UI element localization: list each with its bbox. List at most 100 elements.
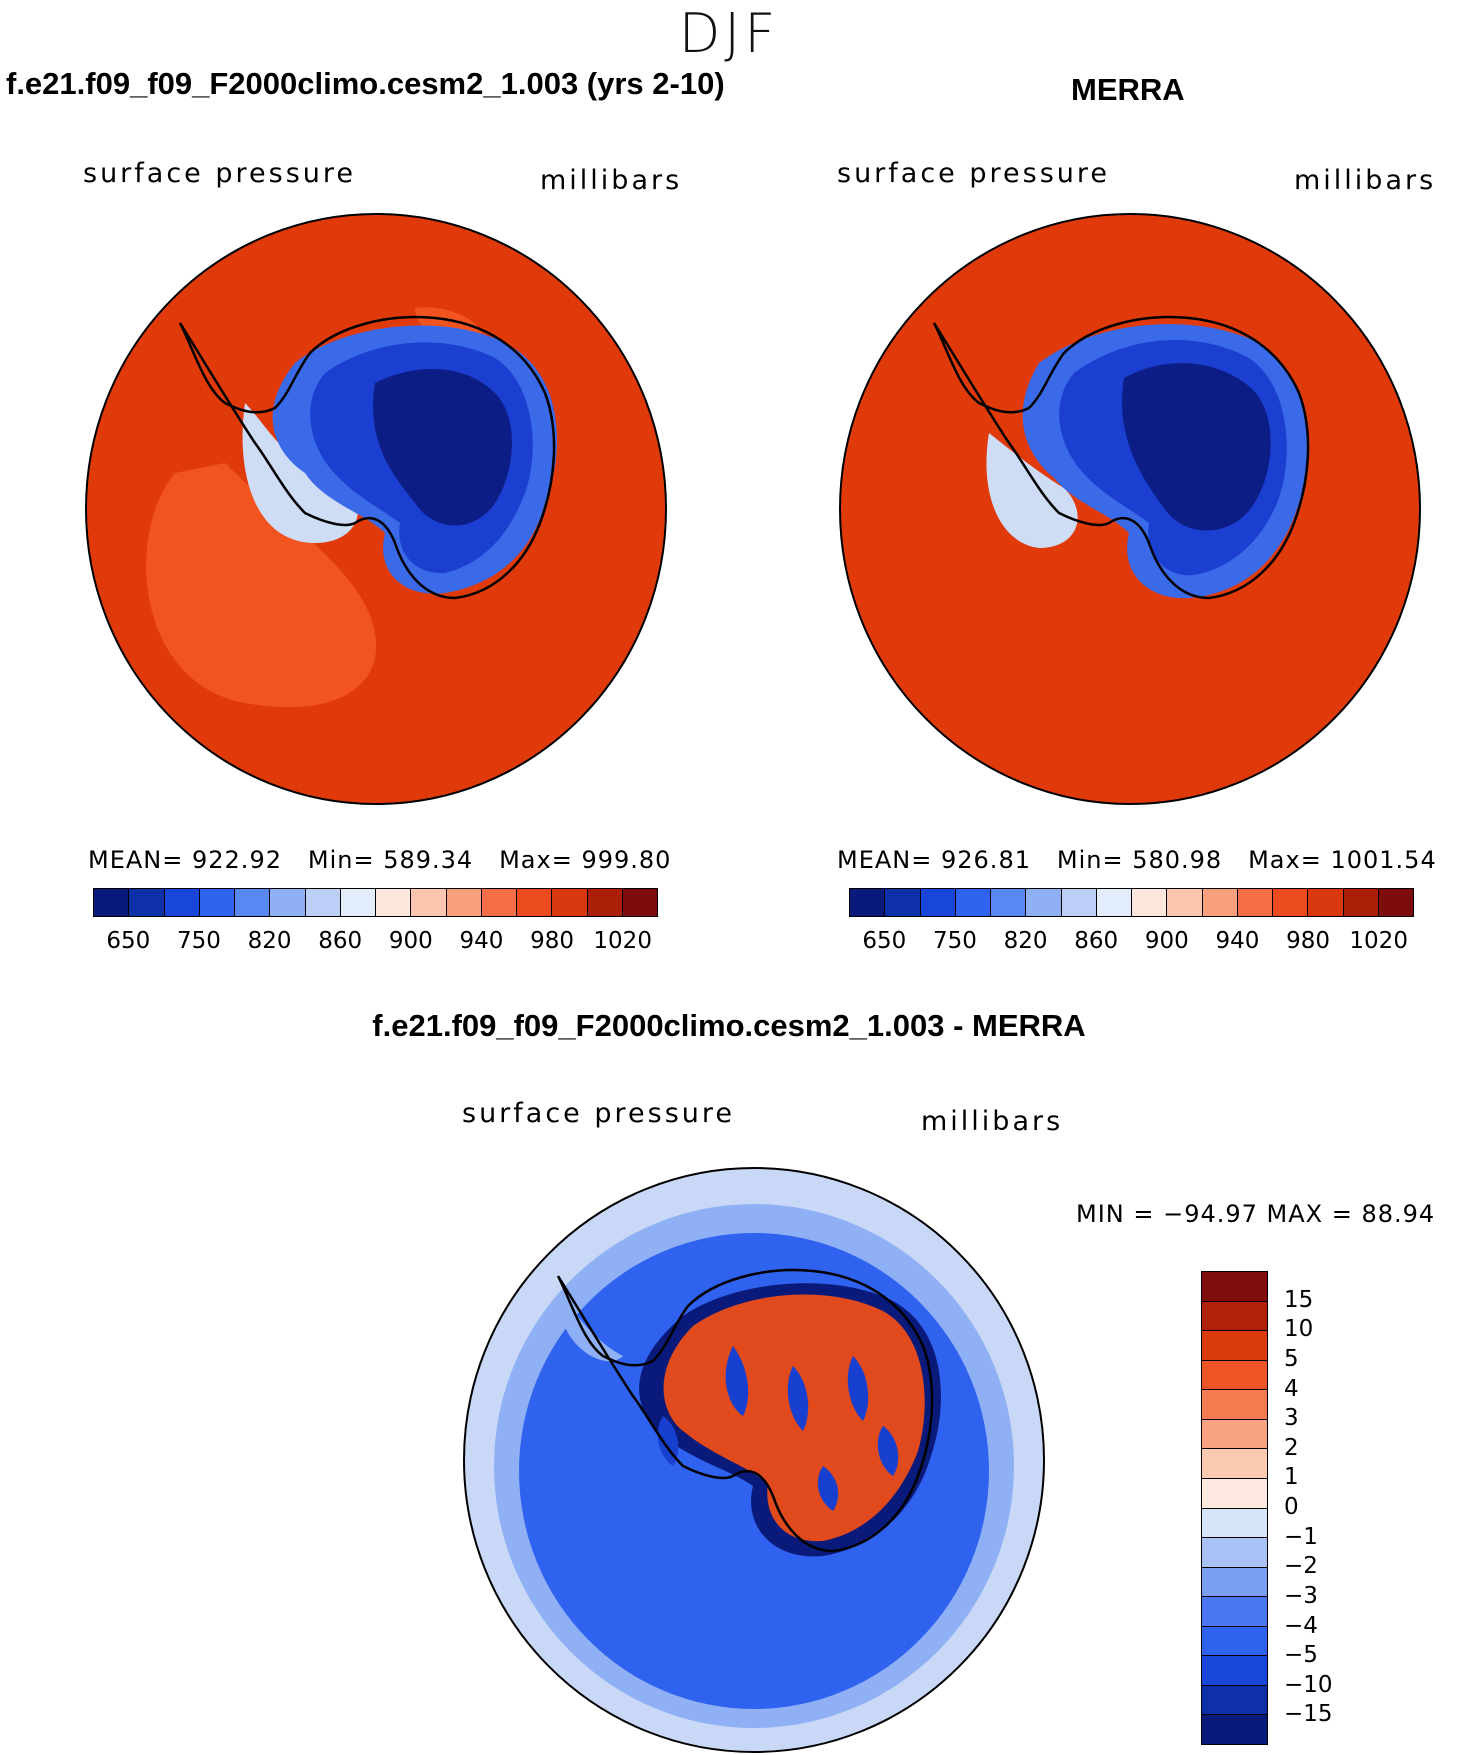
- colorbar-obs-labels: 650 750 820 860 900 940 980 1020: [849, 928, 1414, 958]
- mean-value: 926.81: [941, 846, 1031, 874]
- colorbar-swatch: [235, 889, 271, 916]
- map-region: [847, 1356, 869, 1421]
- colorbar-swatch: [129, 889, 165, 916]
- colorbar-swatch: [955, 889, 991, 916]
- colorbar-swatch: [1167, 889, 1203, 916]
- colorbar-swatch: [270, 889, 306, 916]
- colorbar-swatch: [920, 889, 956, 916]
- colorbar-swatch: [1202, 1419, 1267, 1450]
- min-value: 589.34: [383, 846, 474, 874]
- min-label: Min=: [1056, 846, 1124, 874]
- map-region: [242, 403, 358, 543]
- colorbar-tick-label: −10: [1284, 1671, 1333, 1698]
- mean-label: MEAN=: [837, 846, 933, 874]
- min-value: 580.98: [1132, 846, 1223, 874]
- colorbar-swatch: [1202, 1272, 1267, 1302]
- colorbar-tick-label: −5: [1284, 1642, 1318, 1669]
- colorbar-swatch: [1202, 1656, 1267, 1686]
- panel-obs-units: millibars: [1294, 165, 1437, 196]
- colorbar-swatch: [1202, 1478, 1267, 1509]
- diff-panel-variable: surface pressure: [462, 1098, 735, 1129]
- map-difference-surface-pressure: [463, 1167, 1045, 1753]
- max-value: 1001.54: [1330, 846, 1437, 874]
- colorbar-swatch: [1202, 1508, 1267, 1539]
- colorbar-tick-label: 980: [530, 928, 575, 954]
- max-value: 999.80: [581, 846, 672, 874]
- colorbar-tick-label: 1020: [1349, 928, 1408, 954]
- colorbar-swatch: [1202, 1449, 1267, 1479]
- colorbar-swatch: [1202, 1390, 1267, 1420]
- colorbar-tick-label: 5: [1284, 1345, 1299, 1372]
- colorbar-tick-label: 10: [1284, 1316, 1314, 1343]
- colorbar-swatch: [446, 889, 482, 916]
- colorbar-swatch: [1343, 889, 1379, 916]
- map-model-surface-pressure: [85, 213, 667, 805]
- colorbar-swatch: [305, 889, 341, 916]
- colorbar-swatch: [481, 889, 517, 916]
- colorbar-tick-label: 820: [247, 928, 292, 954]
- colorbar-swatch: [517, 889, 553, 916]
- colorbar-swatch: [1202, 1331, 1267, 1361]
- mean-value: 922.92: [192, 846, 282, 874]
- map-region: [817, 1466, 839, 1511]
- colorbar-tick-label: 820: [1003, 928, 1048, 954]
- colorbar-model-labels: 650 750 820 860 900 940 980 1020: [93, 928, 658, 958]
- map-region: [787, 1366, 809, 1431]
- colorbar-tick-label: 4: [1284, 1375, 1299, 1402]
- panel-obs-variable: surface pressure: [837, 158, 1110, 189]
- colorbar-swatch: [1273, 889, 1309, 916]
- colorbar-tick-label: −1: [1284, 1523, 1318, 1550]
- colorbar-swatch: [94, 889, 130, 916]
- diff-panel-units: millibars: [921, 1106, 1064, 1137]
- panel-model-title: f.e21.f09_f09_F2000climo.cesm2_1.003 (yr…: [6, 66, 725, 101]
- colorbar-difference: [1201, 1271, 1268, 1745]
- panel-model-variable: surface pressure: [83, 158, 356, 189]
- colorbar-tick-label: 940: [1215, 928, 1260, 954]
- panel-model-units: millibars: [540, 165, 683, 196]
- diff-minmax: MIN = −94.97 MAX = 88.94: [1076, 1200, 1436, 1228]
- mean-label: MEAN=: [88, 846, 184, 874]
- colorbar-swatch: [1061, 889, 1097, 916]
- colorbar-swatch: [340, 889, 376, 916]
- colorbar-swatch: [199, 889, 235, 916]
- colorbar-swatch: [1202, 1360, 1267, 1391]
- colorbar-tick-label: −15: [1284, 1701, 1333, 1728]
- colorbar-swatch: [1202, 1301, 1267, 1332]
- map-region: [986, 433, 1078, 548]
- colorbar-swatch: [991, 889, 1027, 916]
- colorbar-swatch: [1308, 889, 1344, 916]
- panel-model-stats: MEAN= 922.92 Min= 589.34 Max= 999.80: [88, 846, 671, 874]
- season-title: DJF: [678, 2, 780, 65]
- diff-panel-title: f.e21.f09_f09_F2000climo.cesm2_1.003 - M…: [372, 1008, 1086, 1043]
- colorbar-tick-label: 1: [1284, 1464, 1299, 1491]
- colorbar-tick-label: 900: [388, 928, 433, 954]
- colorbar-swatch: [885, 889, 921, 916]
- colorbar-swatch: [1202, 889, 1238, 916]
- colorbar-swatch: [376, 889, 412, 916]
- map-region: [877, 1426, 899, 1476]
- colorbar-swatch: [850, 889, 886, 916]
- map-region: [725, 1346, 749, 1416]
- colorbar-swatch: [1026, 889, 1062, 916]
- colorbar-swatch: [1202, 1685, 1267, 1716]
- map-obs-surface-pressure: [839, 213, 1421, 805]
- map-region: [146, 463, 377, 708]
- colorbar-swatch: [1132, 889, 1168, 916]
- map-region: [373, 369, 512, 526]
- colorbar-swatch: [1096, 889, 1132, 916]
- colorbar-swatch: [164, 889, 200, 916]
- colorbar-tick-label: −4: [1284, 1612, 1318, 1639]
- colorbar-swatch: [622, 889, 657, 916]
- colorbar-tick-label: 750: [176, 928, 221, 954]
- colorbar-swatch: [587, 889, 623, 916]
- colorbar-tick-label: 980: [1286, 928, 1331, 954]
- colorbar-swatch: [411, 889, 447, 916]
- colorbar-swatch: [1202, 1538, 1267, 1568]
- colorbar-tick-label: 650: [862, 928, 907, 954]
- colorbar-tick-label: 750: [932, 928, 977, 954]
- colorbar-difference-labels: −15 −10 −5 −4 −3 −2 −1 0 1 2 3 4 5 10 15: [1284, 1271, 1344, 1745]
- colorbar-tick-label: 15: [1284, 1286, 1314, 1313]
- colorbar-swatch: [1202, 1567, 1267, 1598]
- colorbar-tick-label: 1020: [593, 928, 652, 954]
- panel-obs-stats: MEAN= 926.81 Min= 580.98 Max= 1001.54: [837, 846, 1437, 874]
